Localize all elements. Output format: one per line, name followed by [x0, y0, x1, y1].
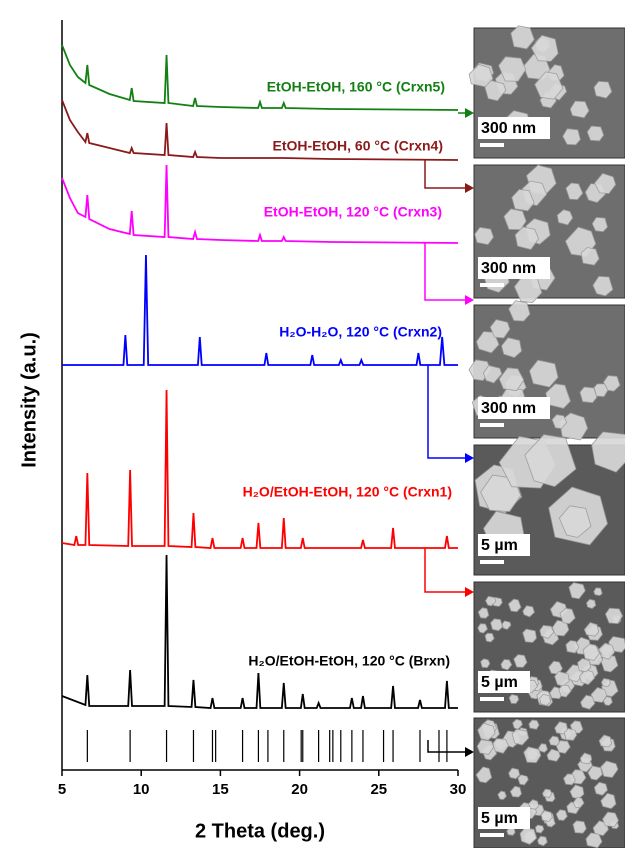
x-tick-label: 5 [58, 781, 66, 798]
pattern-label: H₂O/EtOH-EtOH, 120 °C (Brxn) [248, 653, 450, 669]
pattern-label: H₂O/EtOH-EtOH, 120 °C (Crxn1) [243, 484, 452, 500]
scale-bar [480, 697, 504, 701]
arrow-line [425, 160, 472, 188]
arrow-head [465, 183, 474, 193]
scale-label: 300 nm [481, 260, 536, 277]
crystal [601, 679, 610, 687]
pattern-label: EtOH-EtOH, 60 °C (Crxn4) [272, 138, 443, 154]
crystal [529, 720, 539, 729]
pattern-line [62, 255, 458, 365]
scale-label: 300 nm [481, 400, 536, 417]
y-axis-label: Intensity (a.u.) [18, 332, 40, 468]
x-tick-label: 10 [133, 781, 150, 798]
scale-bar [480, 143, 504, 147]
scale-label: 300 nm [481, 120, 536, 137]
crystal [509, 695, 519, 704]
scale-bar [480, 423, 504, 427]
crystal [523, 629, 537, 642]
scale-label: 5 µm [481, 810, 518, 827]
crystal [587, 126, 604, 141]
crystal [594, 588, 602, 596]
sem-image: 5 µm [474, 582, 625, 712]
pattern-line [62, 45, 458, 110]
crystal [541, 811, 552, 822]
crystal [581, 248, 599, 266]
pattern-label: EtOH-EtOH, 160 °C (Crxn5) [267, 79, 445, 95]
arrow-head [465, 747, 474, 757]
crystal [491, 619, 503, 631]
arrow-head [465, 108, 474, 118]
sem-image: 300 nm [474, 165, 625, 303]
scale-bar [480, 283, 504, 287]
x-axis-label: 2 Theta (deg.) [195, 820, 325, 842]
scale-bar [480, 560, 504, 564]
pattern-line [62, 390, 458, 548]
arrow-head [465, 295, 474, 305]
sem-image: 5 µm [474, 718, 625, 848]
sem-image: 300 nm [469, 301, 625, 440]
x-tick-label: 30 [450, 781, 467, 798]
crystal [573, 821, 586, 833]
pattern-label: EtOH-EtOH, 120 °C (Crxn3) [264, 204, 442, 220]
pattern-label: H₂O-H₂O, 120 °C (Crxn2) [279, 324, 442, 340]
arrow-line [428, 365, 472, 458]
x-tick-label: 20 [291, 781, 308, 798]
pattern-line [62, 555, 458, 708]
scale-bar [480, 833, 504, 837]
crystal [481, 659, 490, 668]
sem-image: 300 nm [469, 26, 625, 158]
arrow-line [425, 548, 472, 592]
crystal [592, 217, 607, 231]
arrow-line [425, 243, 472, 300]
scale-label: 5 µm [481, 674, 518, 691]
sem-image: 5 µm [474, 432, 625, 575]
arrow-head [465, 453, 474, 463]
scale-label: 5 µm [481, 537, 518, 554]
figure: Intensity (a.u.) 2 Theta (deg.) 5 10 15 20 2… [0, 0, 625, 848]
crystal [578, 658, 591, 672]
x-tick-label: 25 [370, 781, 387, 798]
arrow-head [465, 587, 474, 597]
x-tick-label: 15 [212, 781, 229, 798]
